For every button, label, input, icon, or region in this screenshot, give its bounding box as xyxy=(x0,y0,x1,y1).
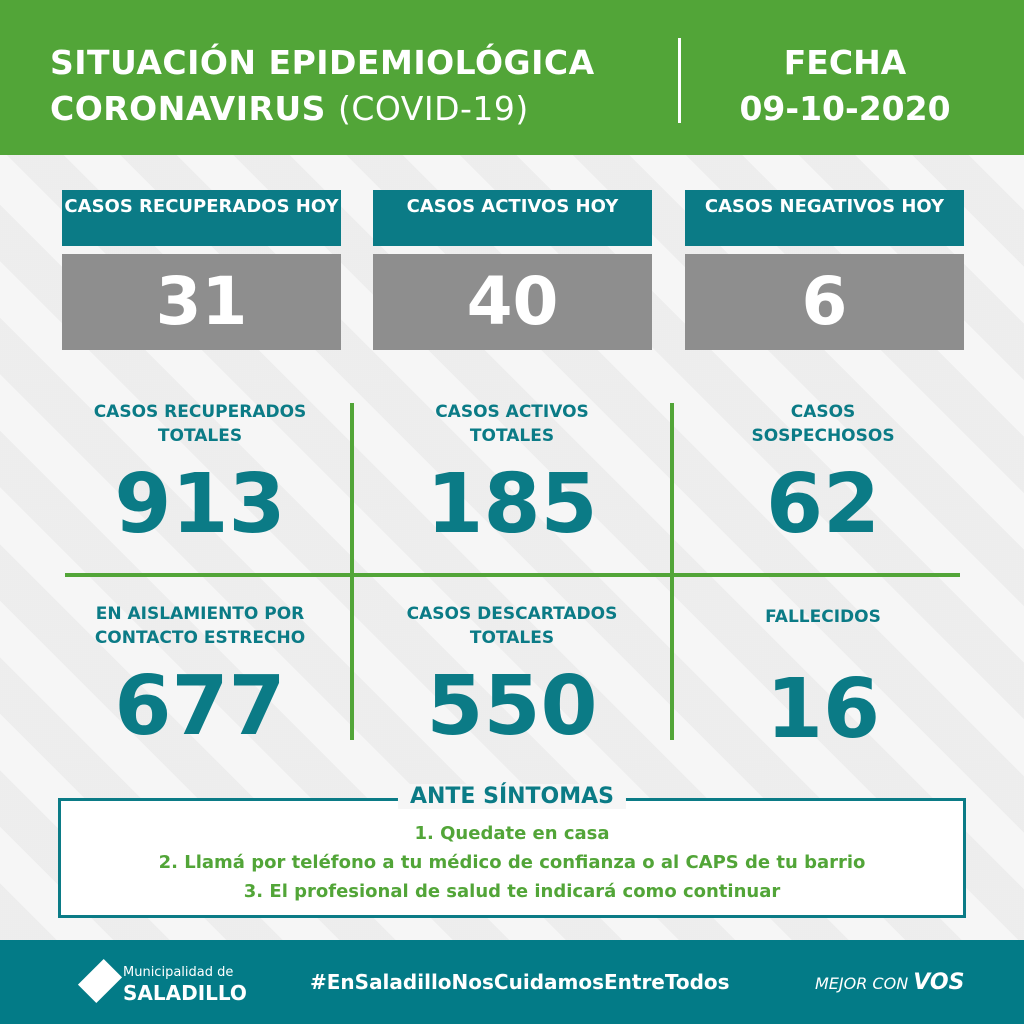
stat-value: 913 xyxy=(114,457,286,552)
card-value: 6 xyxy=(685,254,964,350)
stat-value: 185 xyxy=(426,457,598,552)
municipality-logo: Municipalidad de SALADILLO xyxy=(85,958,247,1008)
stat-value: 16 xyxy=(765,662,881,757)
symptom-step: 1. Quedate en casa xyxy=(414,823,610,844)
divider xyxy=(678,38,681,123)
stat-label: CASOS RECUPERADOS TOTALES xyxy=(93,402,307,446)
logo-line2: SALADILLO xyxy=(123,981,247,1005)
header: SITUACIÓN EPIDEMIOLÓGICA CORONAVIRUS (CO… xyxy=(0,0,1024,155)
page-title: SITUACIÓN EPIDEMIOLÓGICA CORONAVIRUS (CO… xyxy=(50,40,595,132)
grid-divider xyxy=(350,403,354,740)
stat-label: FALLECIDOS xyxy=(765,607,881,627)
symptom-step: 3. El profesional de salud te indicará c… xyxy=(243,881,781,902)
today-negative-card: CASOS NEGATIVOS HOY 6 xyxy=(685,190,964,350)
grid-divider xyxy=(670,403,674,740)
today-recovered-card: CASOS RECUPERADOS HOY 31 xyxy=(62,190,341,350)
stat-label: CASOS ACTIVOS TOTALES xyxy=(435,402,589,446)
stat-label: CASOS DESCARTADOS TOTALES xyxy=(406,604,618,648)
stat-label: EN AISLAMIENTO POR CONTACTO ESTRECHO xyxy=(94,604,306,648)
logo-line1: Municipalidad de xyxy=(123,965,234,980)
stat-label: CASOS SOSPECHOSOS xyxy=(751,402,895,446)
stat-active-total: CASOS ACTIVOS TOTALES 185 xyxy=(362,400,662,550)
stat-value: 550 xyxy=(426,659,598,754)
title-line1: SITUACIÓN EPIDEMIOLÓGICA xyxy=(50,43,595,82)
stat-deceased: FALLECIDOS 16 xyxy=(673,605,973,755)
slogan-logo: MEJOR CON VOS xyxy=(815,970,964,995)
logo-diamond-icon xyxy=(85,958,115,1008)
stat-discarded: CASOS DESCARTADOS TOTALES 550 xyxy=(362,602,662,752)
title-covid: (COVID-19) xyxy=(337,89,529,128)
card-value: 31 xyxy=(62,254,341,350)
symptoms-title: ANTE SÍNTOMAS xyxy=(397,784,627,809)
stat-value: 677 xyxy=(114,659,286,754)
stat-isolation: EN AISLAMIENTO POR CONTACTO ESTRECHO 677 xyxy=(50,602,350,752)
card-label: CASOS RECUPERADOS HOY xyxy=(62,190,341,246)
title-line2: CORONAVIRUS xyxy=(50,89,326,128)
card-label: CASOS NEGATIVOS HOY xyxy=(685,190,964,246)
grid-divider xyxy=(65,573,960,577)
stat-recovered-total: CASOS RECUPERADOS TOTALES 913 xyxy=(50,400,350,550)
date-block: FECHA 09-10-2020 xyxy=(700,40,990,132)
date-label: FECHA xyxy=(783,43,907,82)
symptom-step: 2. Llamá por teléfono a tu médico de con… xyxy=(158,852,866,873)
symptoms-box: ANTE SÍNTOMAS 1. Quedate en casa 2. Llam… xyxy=(58,784,966,918)
date-value: 09-10-2020 xyxy=(739,89,951,128)
stat-value: 62 xyxy=(765,457,881,552)
footer: Municipalidad de SALADILLO #EnSaladilloN… xyxy=(0,940,1024,1024)
card-value: 40 xyxy=(373,254,652,350)
slogan-b: VOS xyxy=(913,970,965,995)
today-active-card: CASOS ACTIVOS HOY 40 xyxy=(373,190,652,350)
stat-suspected: CASOS SOSPECHOSOS 62 xyxy=(673,400,973,550)
slogan-a: MEJOR CON xyxy=(815,974,909,993)
hashtag: #EnSaladilloNosCuidamosEntreTodos xyxy=(310,970,730,994)
card-label: CASOS ACTIVOS HOY xyxy=(373,190,652,246)
